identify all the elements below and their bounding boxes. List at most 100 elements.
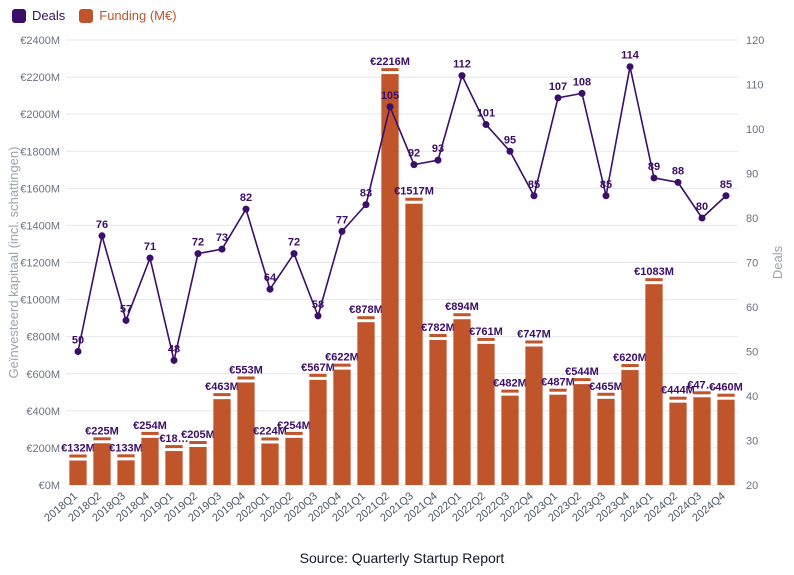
combo-chart: Deals Funding (M€) €0M€200M€400M€600M€80… (0, 0, 794, 575)
funding-bar-cap (237, 376, 254, 379)
deals-value-label: 105 (381, 90, 399, 102)
funding-bar[interactable] (669, 403, 686, 485)
deals-marker[interactable] (75, 348, 82, 355)
deals-marker[interactable] (531, 192, 538, 199)
funding-bar[interactable] (693, 397, 710, 485)
deals-marker[interactable] (243, 206, 250, 213)
deals-value-label: 82 (240, 192, 252, 204)
funding-bar[interactable] (333, 370, 350, 485)
funding-bar[interactable] (93, 443, 110, 485)
deals-marker[interactable] (195, 250, 202, 257)
funding-bar[interactable] (453, 319, 470, 485)
deals-marker[interactable] (387, 103, 394, 110)
deals-marker[interactable] (723, 192, 730, 199)
deals-value-label: 80 (696, 201, 708, 213)
funding-bar[interactable] (645, 284, 662, 485)
deals-value-label: 73 (216, 232, 228, 244)
funding-bar-cap (669, 397, 686, 400)
svg-text:€1000M: €1000M (20, 295, 60, 307)
funding-bar[interactable] (429, 340, 446, 485)
deals-marker[interactable] (555, 94, 562, 101)
deals-marker[interactable] (459, 72, 466, 79)
funding-bar[interactable] (477, 344, 494, 485)
deals-marker[interactable] (267, 286, 274, 293)
deals-value-label: 58 (312, 299, 324, 311)
funding-value-label: €132M (61, 443, 95, 455)
deals-value-label: 85 (720, 179, 732, 191)
deals-value-label: 101 (477, 108, 495, 120)
deals-marker[interactable] (123, 317, 130, 324)
funding-bar-cap (69, 455, 86, 458)
deals-value-label: 83 (360, 188, 372, 200)
funding-bar[interactable] (549, 395, 566, 485)
funding-bar[interactable] (621, 370, 638, 485)
deals-marker[interactable] (627, 63, 634, 70)
funding-bar[interactable] (165, 451, 182, 485)
svg-text:80: 80 (746, 213, 758, 225)
deals-value-label: 88 (672, 165, 684, 177)
svg-text:€1800M: €1800M (20, 146, 60, 158)
deals-value-label: 89 (648, 161, 660, 173)
funding-bar[interactable] (117, 460, 134, 485)
funding-bar[interactable] (597, 399, 614, 485)
funding-bar[interactable] (717, 400, 734, 485)
funding-bar-cap (645, 278, 662, 281)
funding-bar[interactable] (141, 438, 158, 485)
deals-marker[interactable] (99, 232, 106, 239)
funding-bar[interactable] (69, 461, 86, 485)
deals-marker[interactable] (603, 192, 610, 199)
funding-bar[interactable] (357, 322, 374, 485)
funding-bar-cap (189, 441, 206, 444)
funding-value-label: €2216M (370, 56, 410, 68)
deals-marker[interactable] (651, 174, 658, 181)
deals-marker[interactable] (507, 148, 514, 155)
funding-value-label: €133M (109, 442, 143, 454)
deals-marker[interactable] (315, 312, 322, 319)
funding-bar[interactable] (501, 396, 518, 485)
funding-bar[interactable] (381, 74, 398, 485)
funding-value-label: €1083M (634, 266, 674, 278)
funding-bar[interactable] (309, 380, 326, 485)
deals-marker[interactable] (675, 179, 682, 186)
funding-bar[interactable] (285, 438, 302, 485)
svg-text:20: 20 (746, 480, 758, 492)
funding-bar[interactable] (525, 346, 542, 485)
deals-value-label: 50 (72, 335, 84, 347)
svg-text:90: 90 (746, 169, 758, 181)
funding-value-label: €465M (589, 381, 623, 393)
deals-marker[interactable] (435, 157, 442, 164)
legend-swatch-deals (12, 9, 26, 23)
deals-marker[interactable] (363, 201, 370, 208)
funding-value-label: €878M (349, 304, 383, 316)
svg-text:Geïnvesteerd kapitaal (incl. s: Geïnvesteerd kapitaal (incl. schattingen… (6, 147, 21, 379)
deals-marker[interactable] (291, 250, 298, 257)
funding-bar[interactable] (189, 447, 206, 485)
deals-marker[interactable] (483, 121, 490, 128)
deals-marker[interactable] (579, 90, 586, 97)
funding-bar[interactable] (261, 443, 278, 485)
funding-bar[interactable] (237, 382, 254, 485)
deals-marker[interactable] (171, 357, 178, 364)
svg-text:30: 30 (746, 436, 758, 448)
legend: Deals Funding (M€) (12, 8, 177, 23)
deals-marker[interactable] (411, 161, 418, 168)
legend-item-deals[interactable]: Deals (12, 8, 65, 23)
deals-marker[interactable] (699, 215, 706, 222)
deals-marker[interactable] (219, 246, 226, 253)
svg-text:Deals: Deals (770, 245, 785, 279)
funding-bar-cap (165, 445, 182, 448)
funding-bar[interactable] (213, 399, 230, 485)
funding-value-label: €482M (493, 378, 527, 390)
svg-text:60: 60 (746, 302, 758, 314)
deals-marker[interactable] (339, 228, 346, 235)
legend-item-funding[interactable]: Funding (M€) (79, 8, 176, 23)
funding-bar[interactable] (405, 204, 422, 485)
svg-text:€1400M: €1400M (20, 220, 60, 232)
funding-bar[interactable] (573, 384, 590, 485)
funding-value-label: €747M (517, 328, 551, 340)
funding-value-label: €463M (205, 381, 239, 393)
funding-bar-cap (261, 437, 278, 440)
funding-value-label: €487M (541, 377, 575, 389)
deals-marker[interactable] (147, 255, 154, 262)
deals-value-label: 112 (453, 59, 471, 71)
